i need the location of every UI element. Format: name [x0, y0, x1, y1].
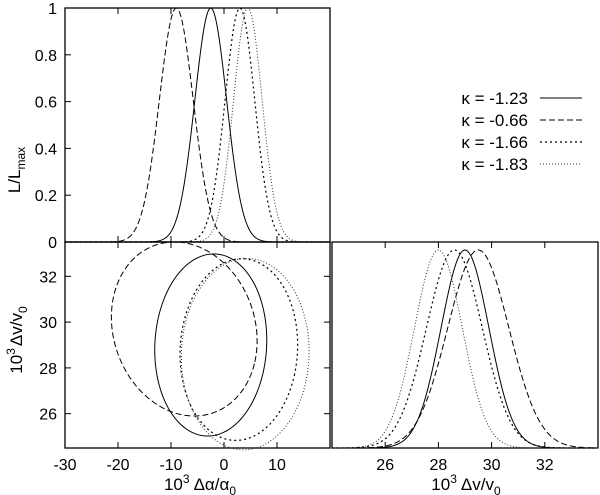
- likelihood-curve: [331, 249, 598, 449]
- ticks-top-left: 0 0.2 0.4 0.6 0.8 1: [35, 1, 278, 252]
- ytick-label: 32: [39, 269, 57, 286]
- xlabel-bottom-left: 103 Δα/α0: [164, 472, 236, 495]
- likelihood-curve: [65, 7, 330, 243]
- contour: [179, 258, 299, 441]
- contour: [154, 253, 268, 437]
- contour: [180, 257, 310, 451]
- panel-top-left: 0 0.2 0.4 0.6 0.8 1 L/Lmax: [5, 1, 331, 252]
- legend-label: κ = -1.23: [461, 89, 528, 108]
- ytick-label: 30: [39, 315, 57, 332]
- curves-top-left: [65, 7, 330, 243]
- legend: κ = -1.23 κ = -0.66 κ = -1.66 κ = -1.83: [461, 89, 582, 174]
- legend-label: κ = -0.66: [461, 111, 528, 130]
- contour: [110, 241, 258, 417]
- ylabel-bottom-left: 103Δv/v0: [4, 306, 30, 374]
- ytick-label: 0.2: [35, 188, 57, 205]
- ytick-label: 28: [39, 361, 57, 378]
- ticks-bottom-left: -30 -20 -10 0 10 26 28 30 32: [39, 242, 330, 474]
- panel-bottom-left: -30 -20 -10 0 10 26 28 30 32 103 Δα/α0 103Δv/v0: [4, 241, 331, 495]
- curves-bottom-right: [331, 249, 599, 449]
- xtick-label: 32: [536, 457, 554, 474]
- likelihood-curve: [332, 249, 599, 449]
- xtick-label: -10: [159, 457, 182, 474]
- xtick-label: 28: [430, 457, 448, 474]
- likelihood-curve: [65, 7, 330, 243]
- ytick-label: 0.6: [35, 95, 57, 112]
- likelihood-curve: [332, 249, 598, 449]
- ytick-label: 0.8: [35, 48, 57, 65]
- likelihood-curve: [332, 249, 598, 449]
- xtick-label: 0: [220, 457, 229, 474]
- panel-bottom-right: 26 28 30 32 103 Δv/v0: [331, 241, 599, 495]
- ytick-label: 0.4: [35, 141, 57, 158]
- ylabel-top-left: L/Lmax: [5, 147, 28, 193]
- legend-label: κ = -1.83: [461, 155, 528, 174]
- legend-label: κ = -1.66: [461, 133, 528, 152]
- xtick-label: 10: [268, 457, 286, 474]
- ticks-bottom-right: 26 28 30 32: [376, 242, 554, 474]
- xtick-label: 26: [376, 457, 394, 474]
- xlabel-bottom-right: 103 Δv/v0: [431, 472, 501, 495]
- frame-bottom-left: [64, 241, 331, 449]
- ytick-label: 0: [48, 235, 57, 252]
- likelihood-curve: [65, 7, 330, 243]
- xtick-label: 30: [483, 457, 501, 474]
- frame-bottom-right: [331, 241, 599, 449]
- xtick-label: -30: [53, 457, 76, 474]
- ytick-label: 26: [39, 407, 57, 424]
- likelihood-curve: [65, 7, 330, 243]
- xtick-label: -20: [106, 457, 129, 474]
- frame-top-left: [64, 7, 331, 243]
- ytick-label: 1: [48, 1, 57, 18]
- contours-bottom-left: [110, 241, 310, 451]
